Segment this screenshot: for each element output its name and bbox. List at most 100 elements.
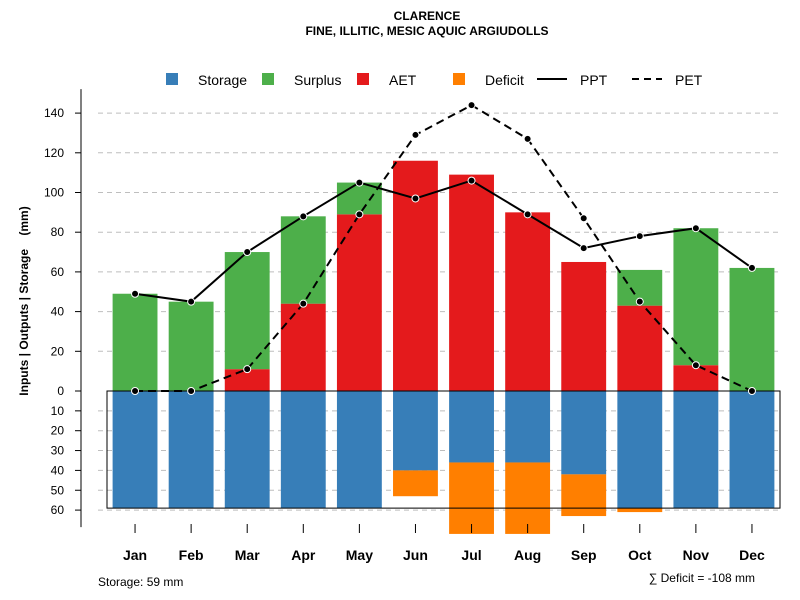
ppt-point-jul — [467, 176, 476, 185]
pet-point-apr — [299, 299, 308, 308]
bars — [112, 160, 775, 534]
ppt-point-jun — [411, 194, 420, 203]
x-tick-label-dec: Dec — [739, 547, 765, 563]
x-tick-label-oct: Oct — [628, 547, 652, 563]
deficit-bar-aug — [505, 462, 551, 534]
legend-storage-swatch — [166, 73, 178, 85]
ppt-point-mar — [243, 248, 252, 257]
storage-bar-jan — [112, 391, 158, 509]
ppt-point-may — [355, 178, 364, 187]
deficit-bar-sep — [561, 474, 607, 517]
chart-title: CLARENCE — [394, 9, 461, 23]
ppt-point-dec — [747, 263, 756, 272]
legend-storage-label: Storage — [198, 72, 247, 88]
storage-bar-oct — [617, 391, 663, 509]
storage-note: Storage: 59 mm — [98, 575, 183, 589]
y-tick-label: 40 — [51, 305, 65, 319]
y-tick-label: 50 — [51, 483, 65, 497]
surplus-bar-may — [336, 182, 382, 215]
pet-point-feb — [187, 387, 196, 395]
pet-point-jan — [131, 387, 140, 395]
legend-surplus-label: Surplus — [294, 72, 341, 88]
storage-bar-aug — [505, 391, 551, 463]
storage-bar-feb — [168, 391, 214, 509]
ppt-point-feb — [187, 297, 196, 306]
y-tick-label: 10 — [51, 404, 65, 418]
y-tick-label: 20 — [51, 344, 65, 358]
ppt-point-sep — [579, 244, 588, 253]
pet-point-jun — [411, 130, 420, 139]
y-axis-label: Inputs | Outputs | Storage (mm) — [17, 206, 31, 395]
surplus-bar-nov — [673, 228, 719, 366]
ppt-point-oct — [635, 232, 644, 241]
legend: Storage Surplus AET Deficit PPT PET — [166, 72, 703, 88]
legend-deficit-label: Deficit — [485, 72, 524, 88]
pet-point-mar — [243, 365, 252, 374]
surplus-bar-feb — [168, 301, 214, 391]
y-tick-label: 100 — [44, 186, 64, 200]
x-tick-label-aug: Aug — [514, 547, 541, 563]
pet-point-may — [355, 210, 364, 219]
aet-bar-aug — [505, 212, 551, 391]
x-tick-label-feb: Feb — [179, 547, 204, 563]
aet-bar-apr — [280, 303, 326, 391]
storage-bar-jul — [449, 391, 494, 463]
y-tick-label: 80 — [51, 225, 65, 239]
legend-aet-label: AET — [389, 72, 417, 88]
deficit-bar-jun — [393, 470, 438, 497]
x-tick-label-mar: Mar — [235, 547, 260, 563]
ppt-point-nov — [691, 224, 700, 233]
pet-line — [135, 104, 753, 392]
deficit-bar-oct — [617, 508, 663, 513]
storage-bar-dec — [729, 391, 775, 509]
storage-bar-may — [336, 391, 382, 509]
storage-bar-apr — [280, 391, 326, 509]
pet-point-aug — [523, 134, 532, 143]
legend-ppt-label: PPT — [580, 72, 608, 88]
ppt-point-aug — [523, 210, 532, 219]
ppt-point-jan — [131, 289, 140, 298]
y-tick-label: 30 — [51, 444, 65, 458]
ppt-line — [134, 179, 753, 303]
deficit-note: ∑ Deficit = -108 mm — [649, 571, 755, 585]
legend-surplus-swatch — [262, 73, 274, 85]
aet-bar-mar — [224, 369, 270, 391]
chart-subtitle: FINE, ILLITIC, MESIC AQUIC ARGIUDOLLS — [305, 24, 548, 38]
y-tick-label: 20 — [51, 424, 65, 438]
aet-bar-sep — [561, 261, 607, 391]
x-tick-label-sep: Sep — [571, 547, 597, 563]
pet-point-sep — [579, 214, 588, 223]
line-points — [131, 101, 756, 395]
x-tick-label-apr: Apr — [291, 547, 316, 563]
legend-aet-swatch — [357, 73, 369, 85]
y-tick-label: 60 — [51, 503, 65, 517]
legend-pet-label: PET — [675, 72, 703, 88]
axes: 0 20 40 60 80 100 120 140 10 20 30 40 50 60 Jan Feb Mar A… — [44, 89, 765, 563]
pet-point-oct — [635, 297, 644, 306]
pet-point-nov — [691, 361, 700, 370]
legend-deficit-swatch — [453, 73, 465, 85]
x-tick-label-may: May — [346, 547, 373, 563]
x-tick-label-jan: Jan — [123, 547, 147, 563]
surplus-bar-mar — [224, 252, 270, 370]
x-tick-label-nov: Nov — [683, 547, 710, 563]
y-tick-label: 60 — [51, 265, 65, 279]
surplus-bar-apr — [280, 216, 326, 304]
x-tick-label-jul: Jul — [461, 547, 481, 563]
y-tick-label: 120 — [44, 146, 64, 160]
pet-point-dec — [747, 387, 756, 395]
surplus-bar-dec — [729, 267, 775, 391]
ppt-point-apr — [299, 212, 308, 221]
y-tick-label: 140 — [44, 106, 64, 120]
aet-bar-may — [336, 214, 382, 391]
storage-bar-jun — [393, 391, 438, 471]
lines — [134, 104, 753, 392]
aet-bar-nov — [673, 365, 719, 391]
axes-frame — [106, 390, 781, 509]
pet-point-jul — [467, 101, 476, 110]
storage-bar-sep — [561, 391, 607, 475]
surplus-bar-jan — [112, 293, 158, 391]
y-tick-label: 0 — [57, 384, 64, 398]
deficit-bar-jul — [449, 462, 494, 534]
